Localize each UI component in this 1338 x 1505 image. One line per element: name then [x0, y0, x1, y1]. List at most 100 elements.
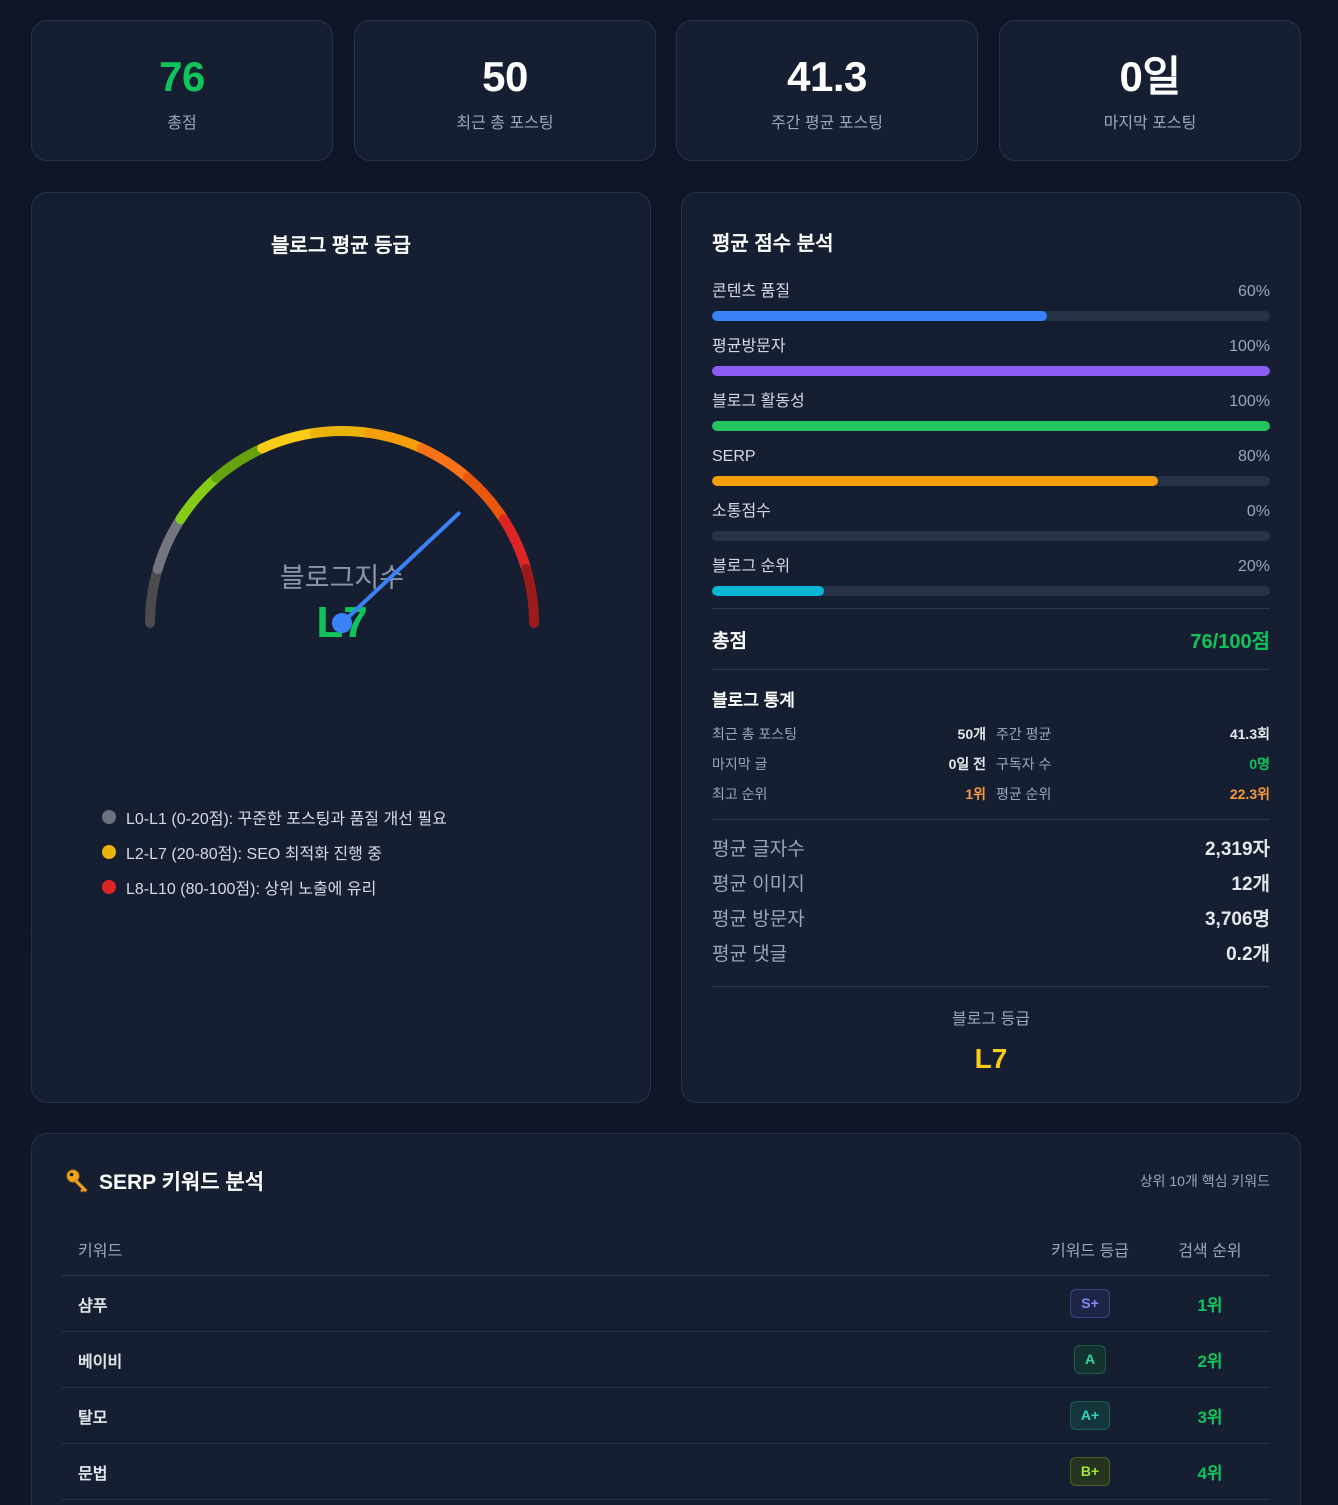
- gauge-segment: [211, 443, 268, 483]
- table-header: 키워드 키워드 등급 검색 순위: [62, 1222, 1270, 1276]
- col-rank: 검색 순위: [1178, 1242, 1242, 1260]
- blog-grade-value: L7: [974, 1043, 1008, 1074]
- stat-key: 평균 순위: [996, 786, 1052, 802]
- bar-percent: 80%: [1237, 448, 1270, 465]
- bar-percent: 20%: [1237, 558, 1270, 575]
- stat-label: 최근 총 포스팅: [456, 115, 554, 132]
- blog-stats-title: 블로그 통계: [712, 691, 795, 710]
- stat-card-weekly-avg: 41.3 주간 평균 포스팅: [676, 20, 978, 161]
- grade-cell: B+: [1030, 1457, 1150, 1486]
- bar-label: 평균방문자: [712, 338, 786, 355]
- total-section: 총점 76/100점 블로그 통계 최근 총 포스팅 50개 주간 평균 41.3회…: [712, 608, 1270, 1075]
- stat-last-post: 마지막 글 0일 전: [712, 749, 986, 779]
- grade-badge: B+: [1069, 1457, 1111, 1486]
- stat-value: 41.3: [787, 53, 867, 100]
- blog-grade-label: 블로그 등급: [951, 1011, 1031, 1028]
- grade-badge: A+: [1069, 1401, 1111, 1430]
- stat-value: 0일: [1119, 53, 1182, 100]
- bar-percent: 100%: [1229, 338, 1270, 355]
- stat-label: 마지막 포스팅: [1103, 115, 1197, 132]
- keyword-cell: 베이비: [78, 1353, 123, 1371]
- table-row[interactable]: 베이비 A 2위: [62, 1332, 1270, 1388]
- bar-track: [712, 311, 1270, 321]
- score-bar-blog-rank: 블로그 순위 20%: [712, 556, 1270, 611]
- table-row[interactable]: 탈모 A+ 3위: [62, 1388, 1270, 1444]
- stat-value: 76: [159, 53, 205, 100]
- blog-grade-gauge-card: 블로그 평균 등급 블로그지수 L7 L0-L1 (0-20점): 꾸준한 포스…: [31, 192, 651, 1103]
- score-bar-engagement: 소통점수 0%: [712, 501, 1270, 556]
- table-row[interactable]: 문법 B+ 4위: [62, 1444, 1270, 1500]
- bar-label: 블로그 활동성: [712, 393, 805, 410]
- keyword-subtitle: 상위 10개 핵심 키워드: [1139, 1173, 1270, 1189]
- legend-dot-gray: [102, 809, 116, 824]
- stat-val: 0일 전: [948, 756, 986, 772]
- bar-track: [712, 476, 1270, 486]
- stat-key: 주간 평균: [996, 726, 1052, 742]
- bar-track: [712, 421, 1270, 431]
- bar-label: 콘텐츠 품질: [712, 283, 791, 300]
- gauge-chart: 블로그지수 L7: [145, 426, 539, 647]
- stat-avg-rank: 평균 순위 22.3위: [996, 779, 1270, 809]
- stat-key: 최근 총 포스팅: [712, 726, 798, 742]
- gauge-segment: [257, 427, 320, 454]
- stat-card-last-post: 0일 마지막 포스팅: [999, 20, 1301, 161]
- stat-val: 50개: [957, 726, 986, 742]
- metric-val: 0.2개: [1226, 944, 1270, 965]
- score-bar-avg-visitors: 평균방문자 100%: [712, 336, 1270, 391]
- bar-percent: 100%: [1229, 393, 1270, 410]
- legend-text: L8-L10 (80-100점): 상위 노출에 유리: [126, 880, 377, 898]
- gauge-segment: [145, 563, 163, 628]
- gauge-segment: [175, 472, 222, 525]
- legend-item: L0-L1 (0-20점): 꾸준한 포스팅과 품질 개선 필요: [102, 799, 447, 834]
- serp-keyword-card: SERP 키워드 분석 상위 10개 핵심 키워드 키워드 키워드 등급 검색 …: [31, 1133, 1301, 1505]
- col-grade: 키워드 등급: [1050, 1242, 1130, 1260]
- keyword-title: SERP 키워드 분석: [65, 1166, 264, 1196]
- gauge-segment: [498, 514, 532, 574]
- gauge-segment: [364, 427, 427, 454]
- score-bars: 콘텐츠 품질 60% 평균방문자 100% 블로그 활동성 100% SERP 80% …: [712, 281, 1270, 611]
- gauge-segment: [309, 426, 375, 438]
- gauge-segment: [521, 563, 539, 628]
- gauge-segment: [152, 514, 186, 574]
- stat-key: 마지막 글: [712, 756, 768, 772]
- stat-subscribers: 구독자 수 0명: [996, 749, 1270, 779]
- legend-item: L8-L10 (80-100점): 상위 노출에 유리: [102, 869, 447, 904]
- stat-label: 총점: [167, 115, 197, 132]
- blog-grade-section: 블로그 등급 L7: [712, 1005, 1270, 1075]
- metrics-list: 평균 글자수 2,319자 평균 이미지 12개 평균 방문자 3,706명 평균 댓…: [712, 832, 1270, 972]
- score-bar-content-quality: 콘텐츠 품질 60%: [712, 281, 1270, 336]
- gauge-center-label: 블로그지수: [280, 563, 404, 593]
- blog-stats-grid: 최근 총 포스팅 50개 주간 평균 41.3회 마지막 글 0일 전 구독자 수 0명…: [712, 719, 1270, 809]
- stat-val: 41.3회: [1229, 726, 1270, 742]
- legend-dot-red: [102, 879, 116, 894]
- key-icon: [66, 1169, 88, 1193]
- stat-val: 1위: [965, 786, 986, 802]
- stat-key: 구독자 수: [996, 756, 1052, 772]
- rank-cell: 4위: [1197, 1464, 1223, 1483]
- total-score-row: 총점 76/100점: [712, 609, 1270, 669]
- legend-item: L2-L7 (20-80점): SEO 최적화 진행 중: [102, 834, 447, 869]
- keyword-table: 키워드 키워드 등급 검색 순위 샴푸 S+ 1위 베이비 A 2위 탈모 A+…: [62, 1222, 1270, 1500]
- rank-cell: 2위: [1197, 1352, 1223, 1371]
- grade-cell: A: [1030, 1345, 1150, 1374]
- rank-cell: 3위: [1197, 1408, 1223, 1427]
- legend-text: L2-L7 (20-80점): SEO 최적화 진행 중: [126, 845, 383, 863]
- stat-card-total-score: 76 총점: [31, 20, 333, 161]
- keyword-header: SERP 키워드 분석 상위 10개 핵심 키워드: [65, 1166, 1270, 1196]
- bar-fill: [712, 586, 824, 596]
- score-analysis-card: 평균 점수 분석 콘텐츠 품질 60% 평균방문자 100% 블로그 활동성 100%…: [681, 192, 1301, 1103]
- metric-key: 평균 이미지: [712, 874, 805, 895]
- grade-badge: S+: [1070, 1289, 1110, 1318]
- divider: [712, 669, 1270, 670]
- metric-key: 평균 방문자: [712, 909, 805, 930]
- metric-key: 평균 댓글: [712, 944, 788, 965]
- score-bar-serp: SERP 80%: [712, 446, 1270, 501]
- grade-badge: A: [1073, 1345, 1107, 1374]
- bar-label: SERP: [712, 448, 756, 465]
- bar-percent: 60%: [1237, 283, 1270, 300]
- table-row[interactable]: 샴푸 S+ 1위: [62, 1276, 1270, 1332]
- divider: [712, 986, 1270, 987]
- stat-label: 주간 평균 포스팅: [771, 115, 883, 132]
- total-value: 76/100점: [1190, 630, 1270, 653]
- score-bar-activity: 블로그 활동성 100%: [712, 391, 1270, 446]
